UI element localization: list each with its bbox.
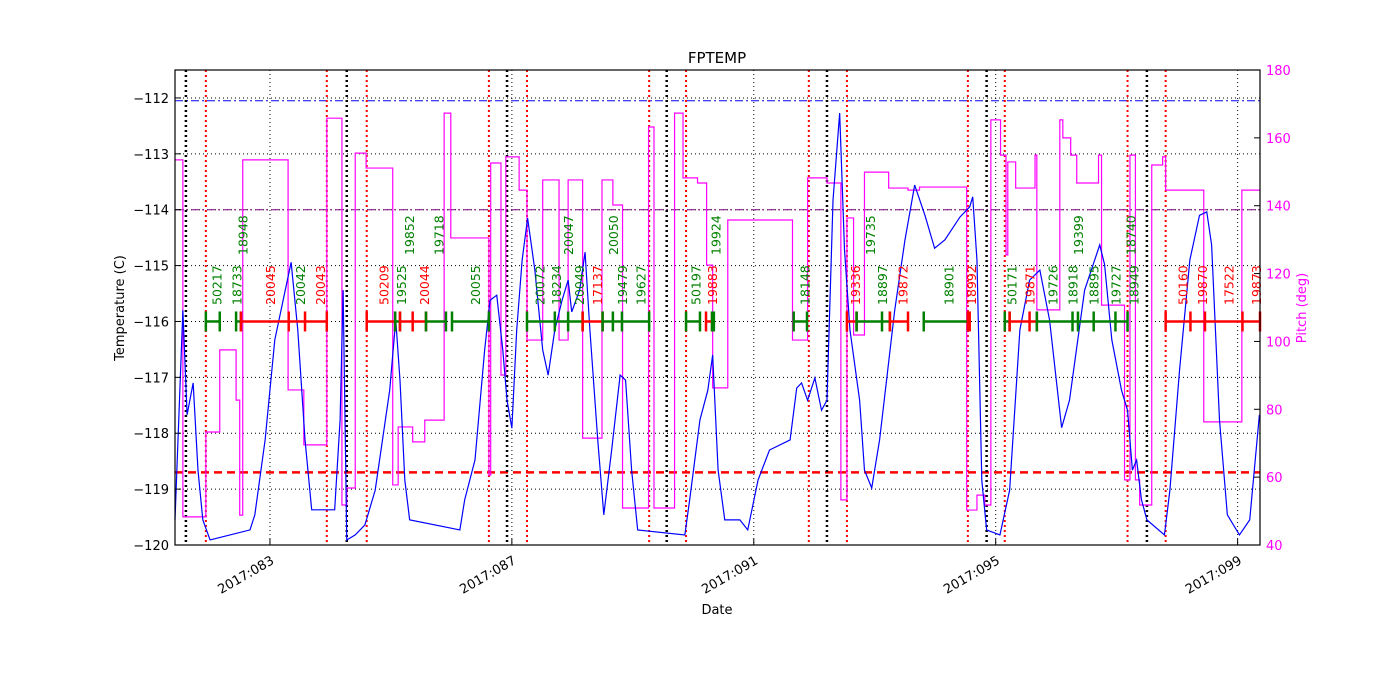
y-tick-label: −116 bbox=[133, 315, 169, 330]
y-tick-label: −117 bbox=[133, 371, 169, 386]
obsid-label: 18918 bbox=[1066, 265, 1081, 305]
obsid-label: 17522 bbox=[1222, 265, 1237, 305]
obsid-label: 19336 bbox=[848, 265, 863, 305]
y2-tick-label: 160 bbox=[1266, 132, 1291, 147]
obsid-label: 20044 bbox=[417, 265, 432, 305]
x-tick-label: 2017:091 bbox=[699, 553, 760, 597]
obsid-label: 50171 bbox=[1004, 265, 1019, 305]
obsid-label: 20055 bbox=[468, 265, 483, 305]
obsid-label: 18895 bbox=[1087, 265, 1102, 305]
obsid-label: 18948 bbox=[236, 215, 251, 255]
x-tick-label: 2017:099 bbox=[1183, 553, 1244, 597]
obsid-label: 50197 bbox=[689, 265, 704, 305]
obsid-label: 18740 bbox=[1124, 215, 1139, 255]
plot-frame bbox=[174, 69, 1261, 546]
y2-tick-label: 100 bbox=[1266, 335, 1291, 350]
y-tick-label: −113 bbox=[133, 148, 169, 163]
y-tick-label: −112 bbox=[133, 92, 169, 107]
obsid-label: 20050 bbox=[606, 215, 621, 255]
obsid-label: 19627 bbox=[634, 265, 649, 305]
obsid-label: 18733 bbox=[230, 265, 245, 305]
obsid-label: 19873 bbox=[1249, 265, 1264, 305]
y2-tick-label: 80 bbox=[1266, 403, 1283, 418]
y-axis-label: Temperature (C) bbox=[113, 255, 128, 362]
obsid-label: 19871 bbox=[1023, 265, 1038, 305]
x-axis-label: Date bbox=[701, 603, 732, 618]
obsid-label: 18897 bbox=[875, 265, 890, 305]
obsid-label: 19852 bbox=[402, 215, 417, 255]
y-tick-label: −118 bbox=[133, 427, 169, 442]
obsid-label: 19479 bbox=[615, 265, 630, 305]
y2-tick-label: 140 bbox=[1266, 200, 1291, 215]
obsid-label: 18148 bbox=[798, 265, 813, 305]
obsid-label: 50217 bbox=[210, 265, 225, 305]
x-tick-label: 2017:083 bbox=[216, 553, 277, 597]
x-tick-label: 2017:095 bbox=[941, 553, 1002, 597]
obsid-label: 19399 bbox=[1071, 215, 1086, 255]
obsid-label: 20043 bbox=[313, 265, 328, 305]
y-tick-label: −114 bbox=[133, 204, 169, 219]
obsid-label: 18901 bbox=[942, 265, 957, 305]
obsid-label: 20045 bbox=[263, 265, 278, 305]
obsid-label: 19718 bbox=[432, 215, 447, 255]
obsid-label: 17137 bbox=[590, 265, 605, 305]
obsid-label: 50209 bbox=[377, 265, 392, 305]
obsid-label: 19735 bbox=[863, 215, 878, 255]
y2-tick-label: 180 bbox=[1266, 64, 1291, 79]
x-tick-label: 2017:087 bbox=[457, 553, 518, 597]
y-tick-label: −120 bbox=[133, 539, 169, 554]
y-tick-label: −115 bbox=[133, 260, 169, 275]
pitch-series-line bbox=[175, 112, 1260, 518]
obsid-label: 18949 bbox=[1127, 265, 1142, 305]
y2-tick-label: 120 bbox=[1266, 268, 1291, 283]
obsid-label: 20072 bbox=[533, 265, 548, 305]
obsid-label: 50160 bbox=[1176, 265, 1191, 305]
obsid-label: 18992 bbox=[964, 265, 979, 305]
obsid-label: 19727 bbox=[1108, 265, 1123, 305]
obsid-label: 19924 bbox=[709, 215, 724, 255]
obsid-label: 18234 bbox=[549, 265, 564, 305]
temperature-series-line bbox=[174, 112, 1260, 542]
y2-axis-label: Pitch (deg) bbox=[1295, 273, 1310, 343]
obsid-label: 19872 bbox=[896, 265, 911, 305]
obsid-label: 19726 bbox=[1046, 265, 1061, 305]
obsid-label: 20049 bbox=[572, 265, 587, 305]
obsid-label: 19883 bbox=[705, 265, 720, 305]
y-tick-label: −119 bbox=[133, 483, 169, 498]
y2-tick-label: 40 bbox=[1266, 539, 1283, 554]
y2-tick-label: 60 bbox=[1266, 471, 1283, 486]
obsid-label: 20042 bbox=[293, 265, 308, 305]
obsid-label: 19870 bbox=[1195, 265, 1210, 305]
obsid-label: 20047 bbox=[561, 215, 576, 255]
chart-title: FPTEMP bbox=[688, 49, 746, 67]
obsid-label: 19525 bbox=[394, 265, 409, 305]
